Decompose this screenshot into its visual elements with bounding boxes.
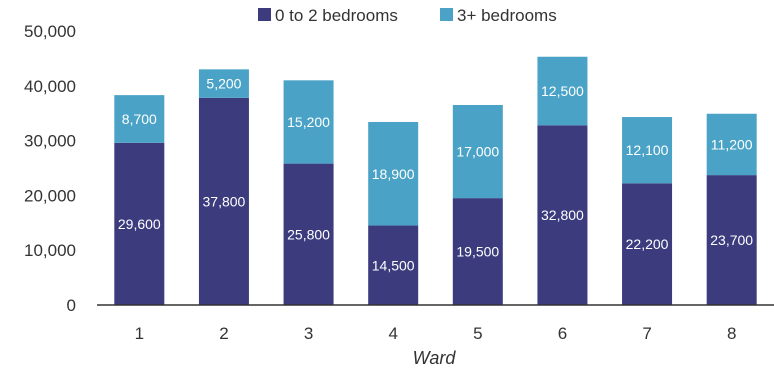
bar-segment [283,80,334,164]
data-label: 12,100 [626,142,669,158]
y-tick-label: 10,000 [24,241,76,260]
x-axis: 1 2 3 4 5 6 7 8 [135,324,737,343]
data-label: 29,600 [118,216,161,232]
bar-segment [198,97,249,305]
y-tick-label: 30,000 [24,132,76,151]
data-label: 37,800 [203,193,246,209]
y-tick-label: 40,000 [24,77,76,96]
bar-segment [622,183,673,305]
x-tick-label: 2 [219,324,228,343]
data-label: 12,500 [541,83,584,99]
data-label: 25,800 [287,226,330,242]
y-tick-label: 50,000 [24,22,76,41]
legend-swatch [440,8,453,21]
bar-segment [283,163,334,305]
bar-segment [198,69,249,98]
data-label: 8,700 [122,111,157,127]
x-tick-label: 8 [727,324,736,343]
x-tick-label: 7 [642,324,651,343]
data-label: 23,700 [710,232,753,248]
y-axis: 0 10,000 20,000 30,000 40,000 50,000 [24,22,76,315]
x-axis-title: Ward [413,348,457,368]
data-label: 19,500 [456,244,499,260]
x-tick-label: 4 [388,324,397,343]
x-tick-label: 3 [304,324,313,343]
bar-segment [452,198,503,305]
data-label: 32,800 [541,207,584,223]
bar-segment [114,142,165,305]
x-tick-label: 6 [558,324,567,343]
data-label: 5,200 [206,76,241,92]
y-tick-label: 0 [67,296,76,315]
bar-segment [368,121,419,226]
legend: 0 to 2 bedrooms 3+ bedrooms [258,6,557,25]
data-label: 22,200 [626,236,669,252]
legend-swatch [258,8,271,21]
x-tick-label: 5 [473,324,482,343]
bar-segment [537,125,588,305]
bar-segment [706,113,757,176]
data-label: 15,200 [287,114,330,130]
bar-segment [537,56,588,126]
data-label: 11,200 [711,136,753,152]
bar-segment [452,104,503,199]
x-tick-label: 1 [135,324,144,343]
legend-label: 0 to 2 bedrooms [275,6,398,25]
data-label: 14,500 [372,257,415,273]
bar-segment [706,175,757,305]
bars: 29,600 8,700 37,800 5,200 25,800 15,200 14,500… [114,56,757,305]
data-label: 18,900 [372,166,415,182]
bar-segment [368,225,419,305]
bar-segment [114,95,165,143]
data-label: 17,000 [456,144,499,160]
legend-label: 3+ bedrooms [457,6,557,25]
y-tick-label: 20,000 [24,186,76,205]
bar-segment [622,117,673,184]
